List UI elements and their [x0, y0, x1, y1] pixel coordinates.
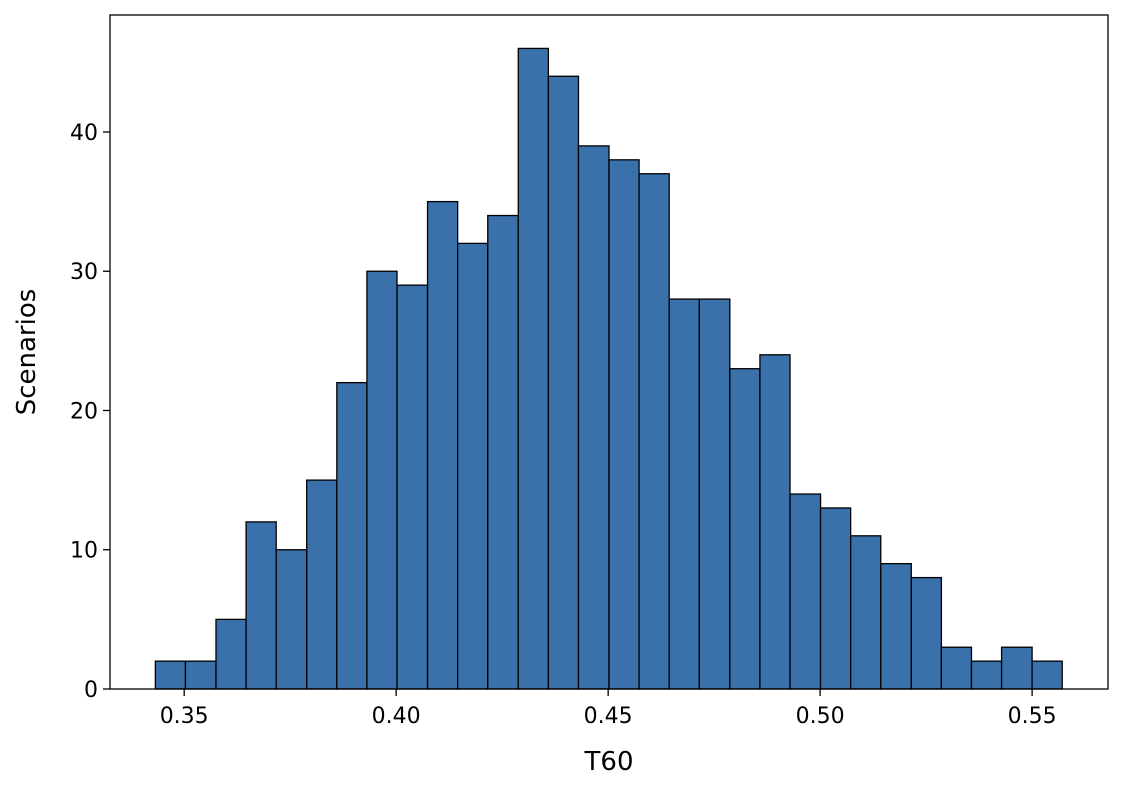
- plot-frame: [109, 14, 1109, 690]
- y-tick-label: 0: [84, 678, 98, 703]
- bar: [275, 549, 308, 690]
- bar: [306, 479, 338, 690]
- bar: [487, 214, 519, 690]
- bar: [154, 660, 187, 690]
- bar: [547, 75, 580, 690]
- x-tick-label: 0.35: [160, 704, 209, 729]
- y-tick-label: 30: [70, 260, 98, 285]
- bar: [1031, 660, 1063, 690]
- bar: [245, 521, 277, 690]
- bar: [970, 660, 1003, 690]
- bar: [940, 646, 973, 690]
- bar: [577, 145, 610, 690]
- bar: [729, 368, 761, 690]
- bar: [759, 354, 791, 690]
- x-axis-label: T60: [584, 747, 634, 777]
- bar: [789, 493, 822, 690]
- y-axis-label: Scenarios: [12, 289, 42, 416]
- bar: [426, 200, 459, 690]
- bar: [517, 47, 550, 690]
- bar: [668, 298, 700, 690]
- bar: [396, 284, 429, 690]
- y-tick-label: 40: [70, 121, 98, 146]
- bar: [336, 381, 368, 690]
- bar: [1000, 646, 1033, 690]
- bar: [880, 563, 912, 690]
- bar: [698, 298, 731, 690]
- x-tick-label: 0.50: [796, 704, 845, 729]
- bar: [366, 270, 398, 690]
- x-tick-label: 0.40: [372, 704, 421, 729]
- bar: [819, 507, 852, 690]
- bar: [215, 618, 247, 690]
- bar: [850, 535, 882, 690]
- bar: [184, 660, 217, 690]
- y-tick-label: 10: [70, 539, 98, 564]
- x-tick-label: 0.55: [1008, 704, 1057, 729]
- y-tick-label: 20: [70, 399, 98, 424]
- x-tick-label: 0.45: [584, 704, 633, 729]
- bar: [910, 576, 943, 690]
- bar: [638, 173, 670, 690]
- bar: [608, 159, 640, 690]
- bar: [456, 242, 489, 690]
